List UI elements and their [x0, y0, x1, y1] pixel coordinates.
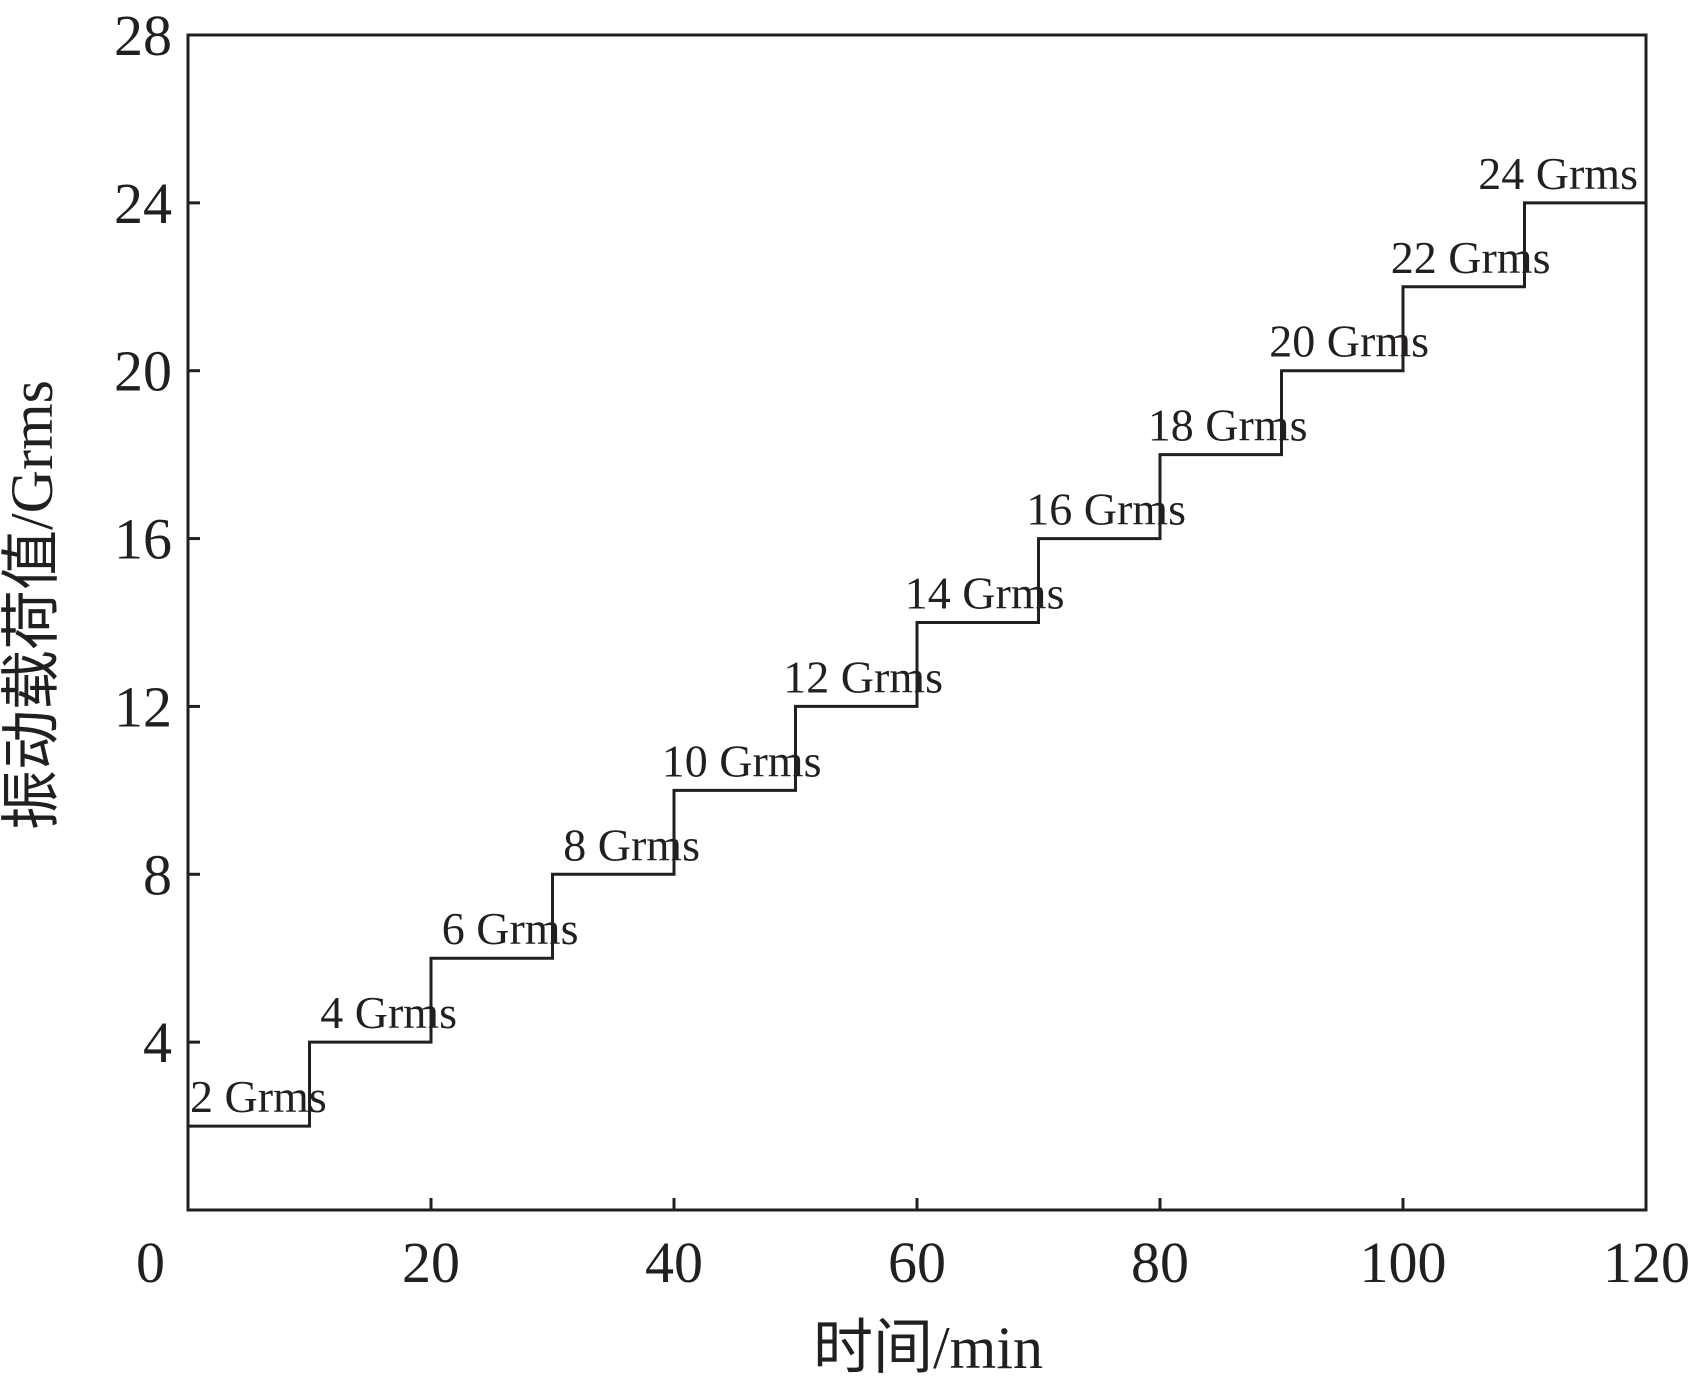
step-label: 2 Grms — [190, 1071, 327, 1122]
x-tick-label: 60 — [888, 1230, 946, 1295]
step-label: 22 Grms — [1391, 232, 1551, 283]
x-axis-title: 时间/min — [813, 1315, 1043, 1381]
step-label: 6 Grms — [442, 903, 579, 954]
step-label: 20 Grms — [1269, 316, 1429, 367]
y-tick-label: 8 — [143, 842, 172, 907]
y-tick-label: 20 — [114, 339, 172, 404]
step-label: 18 Grms — [1148, 400, 1308, 451]
x-tick-label: 100 — [1360, 1230, 1447, 1295]
x-tick-label: 20 — [402, 1230, 460, 1295]
y-tick-label: 24 — [114, 171, 172, 236]
y-tick-label: 12 — [114, 674, 172, 739]
x-tick-label: 40 — [645, 1230, 703, 1295]
y-tick-label: 4 — [143, 1010, 172, 1075]
y-axis-ticks: 4 8 12 16 20 24 28 — [114, 3, 200, 1075]
x-tick-label: 0 — [136, 1230, 165, 1295]
x-tick-label: 80 — [1131, 1230, 1189, 1295]
x-tick-label: 120 — [1603, 1230, 1690, 1295]
step-series — [188, 201, 1646, 1128]
x-axis-ticks: 0 20 40 60 80 100 120 — [136, 1198, 1690, 1295]
y-tick-label: 28 — [114, 3, 172, 68]
y-axis-title: 振动载荷值/Grms — [0, 380, 65, 830]
step-label: 14 Grms — [905, 568, 1065, 619]
step-label: 24 Grms — [1478, 148, 1638, 199]
step-label: 12 Grms — [783, 651, 943, 702]
y-tick-label: 16 — [114, 507, 172, 572]
step-label: 16 Grms — [1026, 484, 1186, 535]
step-label: 10 Grms — [662, 735, 822, 786]
step-label: 8 Grms — [563, 819, 700, 870]
step-line — [188, 201, 1646, 1128]
step-labels: 2 Grms 4 Grms 6 Grms 8 Grms 10 Grms 12 Grms 14… — [190, 148, 1638, 1122]
step-label: 4 Grms — [320, 987, 457, 1038]
